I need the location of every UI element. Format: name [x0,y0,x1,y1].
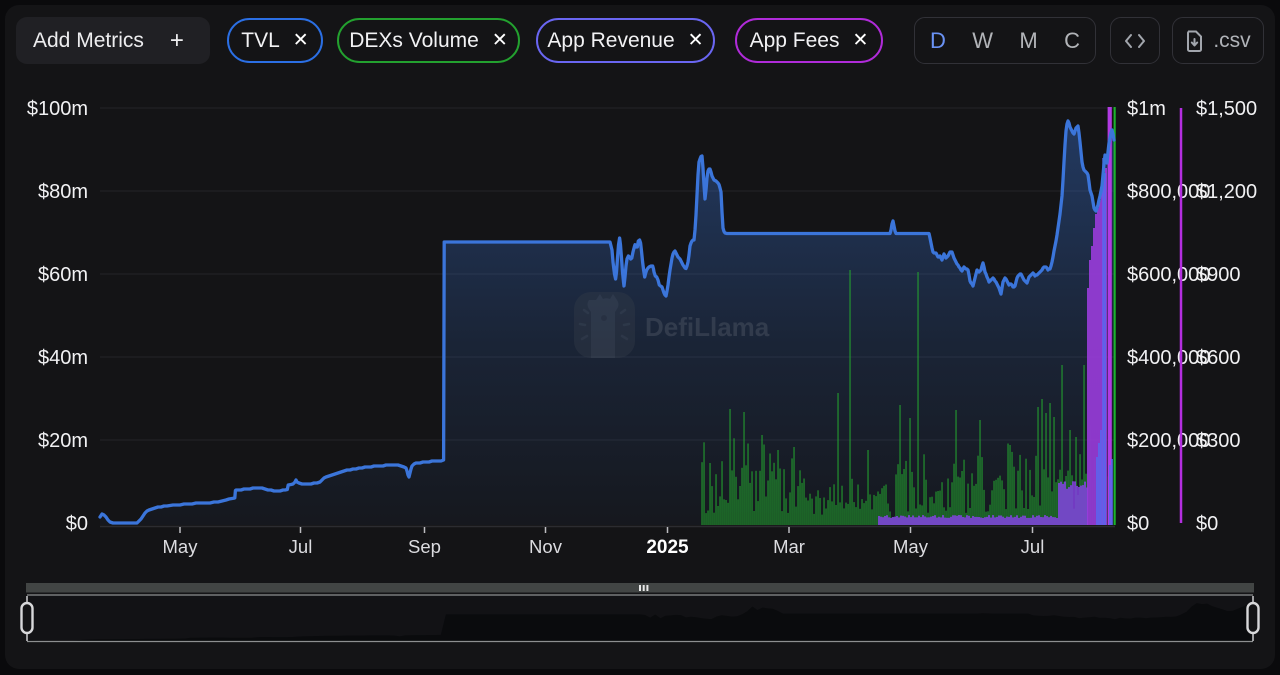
svg-text:$0: $0 [1127,513,1149,535]
svg-text:$20m: $20m [38,430,88,452]
svg-text:$1m: $1m [1127,98,1166,120]
svg-text:$200,000: $200,000 [1127,430,1210,452]
svg-text:2025: 2025 [646,537,689,558]
svg-text:May: May [163,536,199,557]
svg-text:Jul: Jul [1021,536,1045,557]
svg-text:DefiLlama: DefiLlama [645,312,770,342]
svg-text:$100m: $100m [27,98,88,120]
svg-text:$80m: $80m [38,181,88,203]
svg-text:May: May [893,536,929,557]
svg-text:$300: $300 [1196,430,1241,452]
svg-text:$900: $900 [1196,264,1241,286]
svg-text:$1,200: $1,200 [1196,181,1257,203]
svg-text:$1,500: $1,500 [1196,98,1257,120]
svg-text:$400,000: $400,000 [1127,347,1210,369]
svg-text:$0: $0 [1196,513,1218,535]
svg-text:$600,000: $600,000 [1127,264,1210,286]
svg-text:Sep: Sep [408,536,441,557]
svg-text:$800,000: $800,000 [1127,181,1210,203]
svg-text:$40m: $40m [38,347,88,369]
svg-text:Jul: Jul [289,536,313,557]
svg-text:$60m: $60m [38,264,88,286]
svg-text:Nov: Nov [529,536,563,557]
svg-text:Mar: Mar [773,536,805,557]
svg-text:$600: $600 [1196,347,1241,369]
svg-text:$0: $0 [66,513,88,535]
